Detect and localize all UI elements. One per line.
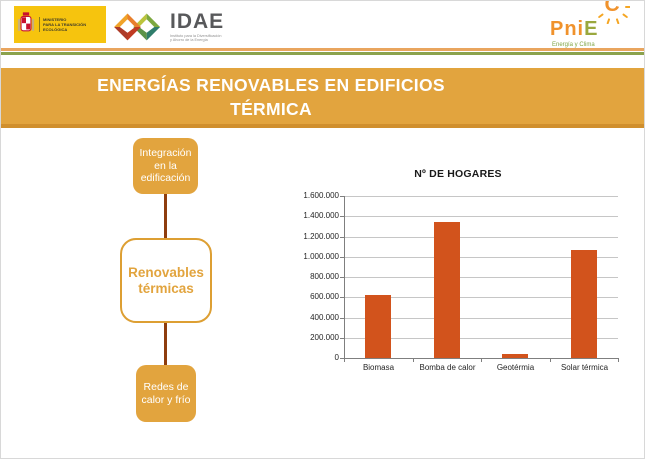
y-tick-mark [340, 257, 344, 258]
x-tick-mark [413, 358, 414, 362]
y-axis-label: 200.000 [310, 333, 339, 342]
y-tick-mark [340, 196, 344, 197]
y-tick-mark [340, 318, 344, 319]
pniec-subtitle: Energía y Clima [552, 42, 595, 48]
y-axis-label: 800.000 [310, 272, 339, 281]
gridline [344, 338, 618, 339]
x-axis-label: Solar térmica [560, 363, 609, 372]
pniec-letters: Pni E C [550, 1, 642, 41]
x-axis-label: Bomba de calor [419, 363, 476, 372]
x-axis-label: Biomasa [362, 363, 395, 372]
gridline [344, 277, 618, 278]
y-axis-line [344, 196, 345, 359]
title-banner: ENERGÍAS RENOVABLES EN EDIFICIOS TÉRMICA [1, 68, 644, 128]
idae-text: IDAE Instituto para la Diversificación y… [170, 11, 224, 49]
idae-diamonds-icon [114, 13, 161, 41]
ministry-name-line2: PARA LA TRANSICIÓN ECOLÓGICA [43, 22, 87, 32]
flowchart-connector-bottom [164, 323, 167, 365]
divider-orange [1, 48, 644, 51]
flowchart-box-redes: Redes de calor y frío [136, 365, 196, 422]
y-axis-label: 400.000 [310, 313, 339, 322]
x-tick-mark [550, 358, 551, 362]
chart-bar [434, 222, 460, 358]
y-tick-mark [340, 237, 344, 238]
slide-title-line2: TÉRMICA [230, 99, 312, 119]
divider-green [1, 52, 644, 55]
slide-title-line1: ENERGÍAS RENOVABLES EN EDIFICIOS [97, 75, 445, 95]
flowchart-box-integracion: Integración en la edificación [133, 138, 198, 194]
y-axis-label: 600.000 [310, 292, 339, 301]
y-tick-mark [340, 338, 344, 339]
chart-bar [502, 354, 528, 358]
gridline [344, 196, 618, 197]
flowchart-connector-top [164, 194, 167, 238]
x-axis-label: Geotérmia [496, 363, 535, 372]
idae-tagline: Instituto para la Diversificación y Ahor… [170, 33, 222, 43]
ministry-logo: MINISTERIO PARA LA TRANSICIÓN ECOLÓGICA [14, 6, 106, 43]
sun-rays-icon [598, 6, 631, 24]
pniec-letter-c: C [604, 0, 621, 16]
y-axis-label: 1.400.000 [303, 211, 339, 220]
chart-bar [365, 295, 391, 358]
idae-acronym: IDAE [170, 10, 225, 33]
y-tick-mark [340, 297, 344, 298]
y-axis-label: 1.200.000 [303, 232, 339, 241]
pniec-letter-e: E [584, 18, 599, 40]
pniec-sun-c: C [598, 1, 631, 35]
gridline [344, 318, 618, 319]
x-tick-mark [481, 358, 482, 362]
gridline [344, 237, 618, 238]
pniec-logo: Pni E C Energía y C [550, 1, 642, 48]
pniec-letters-pni: Pni [550, 18, 585, 40]
y-axis-label: 1.600.000 [303, 191, 339, 200]
ministry-name-line1: MINISTERIO [43, 17, 67, 22]
gridline [344, 216, 618, 217]
y-tick-mark [340, 277, 344, 278]
chart-bar [571, 250, 597, 358]
y-axis-label: 1.000.000 [303, 252, 339, 261]
idae-logo: IDAE Instituto para la Diversificación y… [113, 3, 224, 49]
ministry-name: MINISTERIO PARA LA TRANSICIÓN ECOLÓGICA [39, 17, 106, 32]
gridline [344, 257, 618, 258]
spain-coat-of-arms-icon [17, 12, 35, 32]
y-axis-label: 0 [334, 353, 339, 362]
flowchart-box-renovables-termicas: Renovables térmicas [120, 238, 212, 323]
slide-title: ENERGÍAS RENOVABLES EN EDIFICIOS TÉRMICA [1, 73, 541, 121]
gridline [344, 297, 618, 298]
y-tick-mark [340, 358, 344, 359]
x-tick-mark [618, 358, 619, 362]
y-tick-mark [340, 216, 344, 217]
x-tick-mark [344, 358, 345, 362]
chart-title: Nº DE HOGARES [414, 168, 502, 180]
hogares-bar-chart: Nº DE HOGARES 0 200.000 400.000 600.000 800.… [301, 166, 621, 381]
